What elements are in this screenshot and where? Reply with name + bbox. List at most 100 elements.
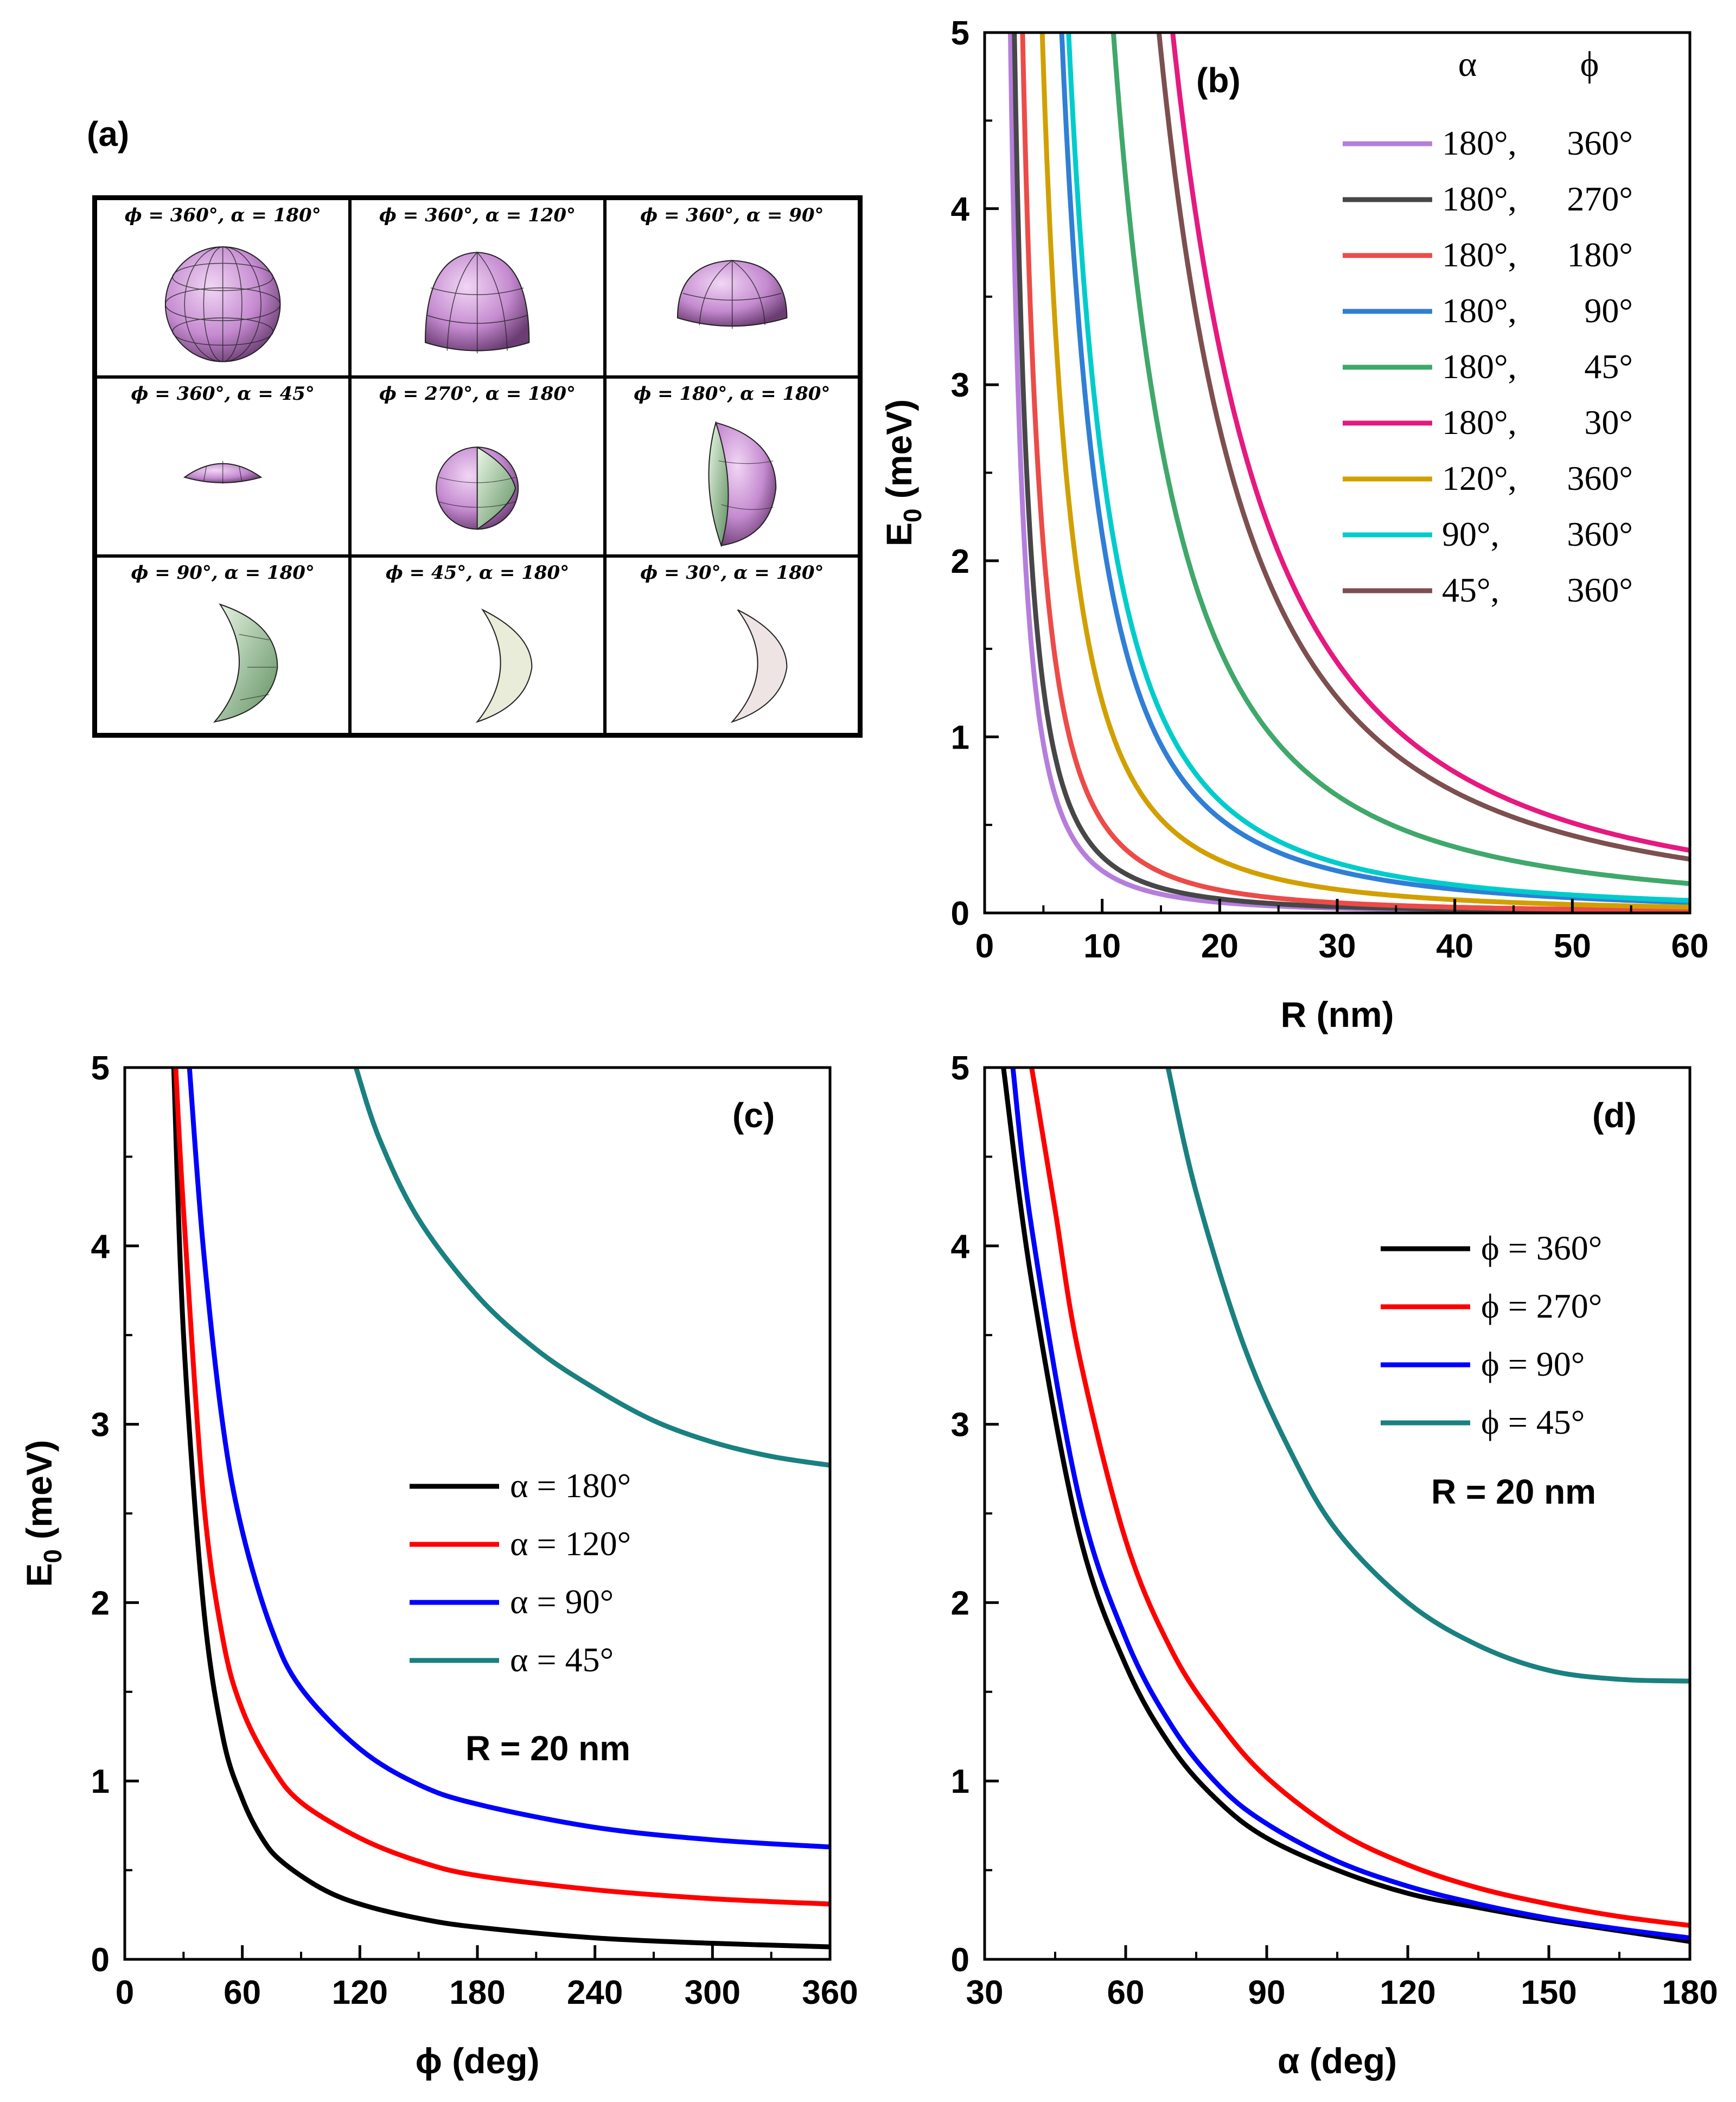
- legend-alpha-value: 180°,: [1442, 403, 1517, 442]
- y-axis-label: E0 (meV): [879, 399, 927, 546]
- radius-annotation: R = 20 nm: [1431, 1472, 1596, 1511]
- shape-cell-label: ϕ = 360°, α = 45°: [131, 383, 315, 405]
- y-axis-label-main: E: [19, 1563, 59, 1587]
- panel-label: (b): [1196, 61, 1241, 100]
- x-tick-label: 60: [1671, 928, 1709, 965]
- shape-cell-label: ϕ = 90°, α = 180°: [131, 561, 315, 584]
- y-tick-label: 5: [91, 1050, 110, 1087]
- series-line: [1039, 33, 1690, 910]
- y-tick-label: 2: [91, 1585, 110, 1622]
- shape-cell-label: ϕ = 360°, α = 180°: [124, 205, 321, 226]
- y-axis-label-unit: (meV): [879, 399, 919, 509]
- large-spherical-cap-icon: [425, 252, 530, 354]
- x-tick-label: 10: [1083, 928, 1121, 965]
- legend-alpha-value: 180°,: [1442, 291, 1517, 330]
- shape-cell-label: ϕ = 360°, α = 120°: [379, 205, 576, 226]
- hemisphere-icon: [676, 260, 788, 329]
- legend-phi-value: 90°: [1584, 291, 1633, 330]
- legend-entry-label: α = 90°: [510, 1582, 614, 1621]
- legend-phi-value: 360°: [1567, 459, 1633, 497]
- x-tick-label: 30: [966, 1974, 1004, 2011]
- legend-entry-label: ϕ = 360°: [1481, 1229, 1602, 1267]
- half-sphere-wedge-icon: [708, 420, 776, 548]
- series-line: [173, 1068, 830, 1907]
- shape-cell: ϕ = 30°, α = 180°: [604, 555, 859, 734]
- series-line: [1170, 33, 1690, 853]
- series-line: [1029, 1068, 1690, 1928]
- shape-cell: ϕ = 360°, α = 120°: [350, 199, 605, 378]
- shape-cell: ϕ = 45°, α = 180°: [350, 555, 605, 734]
- x-tick-label: 300: [685, 1974, 741, 2011]
- y-tick-label: 5: [951, 15, 969, 52]
- legend-phi-value: 360°: [1567, 124, 1633, 162]
- x-tick-label: 0: [975, 928, 994, 965]
- series-group: [171, 1068, 830, 1950]
- x-axis-label: α (deg): [1278, 2041, 1397, 2081]
- x-tick-label: 360: [802, 1974, 858, 2011]
- legend-phi-value: 30°: [1584, 403, 1633, 442]
- y-tick-label: 4: [951, 191, 970, 228]
- x-tick-label: 60: [1107, 1974, 1145, 2011]
- legend-entry-label: α = 180°: [510, 1466, 631, 1505]
- legend-alpha-value: 45°,: [1442, 571, 1499, 609]
- x-tick-label: 180: [449, 1974, 505, 2011]
- y-tick-label: 3: [91, 1407, 110, 1444]
- plot-frame: [983, 1066, 1692, 1961]
- thinnest-wedge-icon: [730, 609, 788, 723]
- y-tick-label: 1: [951, 1763, 969, 1800]
- y-tick-label: 0: [951, 895, 969, 932]
- series-line: [187, 1068, 830, 1850]
- three-quarter-sphere-icon: [436, 446, 519, 531]
- series-line: [1010, 1068, 1690, 1940]
- x-tick-label: 60: [224, 1974, 261, 2011]
- x-tick-label: 240: [567, 1974, 623, 2011]
- y-tick-label: 1: [951, 719, 969, 756]
- quarter-sphere-wedge-icon: [213, 603, 278, 723]
- panel-a-shape-grid: ϕ = 360°, α = 180° ϕ = 360°, α = 120° ϕ …: [92, 195, 863, 738]
- plot-frame: [123, 1066, 832, 1961]
- shape-cell-label: ϕ = 45°, α = 180°: [385, 561, 570, 584]
- y-tick-label: 4: [91, 1228, 110, 1266]
- legend-entry-label: ϕ = 270°: [1481, 1287, 1602, 1325]
- series-line: [171, 1068, 830, 1950]
- series-group: [1007, 33, 1690, 913]
- shape-cell: ϕ = 270°, α = 180°: [350, 377, 605, 556]
- shape-cell-label: ϕ = 360°, α = 90°: [640, 205, 824, 226]
- legend-phi-value: 270°: [1567, 180, 1633, 218]
- series-line: [1066, 33, 1690, 903]
- x-tick-label: 90: [1248, 1974, 1286, 2011]
- shape-cell-label: ϕ = 270°, α = 180°: [379, 383, 576, 405]
- legend-phi-value: 360°: [1567, 515, 1633, 553]
- panel-a-label: (a): [87, 114, 130, 154]
- legend-entry-label: ϕ = 90°: [1481, 1345, 1585, 1383]
- legend-header-alpha: α: [1458, 44, 1477, 84]
- x-tick-label: 120: [332, 1974, 388, 2011]
- legend-alpha-value: 180°,: [1442, 235, 1517, 274]
- shape-cell: ϕ = 360°, α = 45°: [95, 377, 350, 556]
- y-tick-label: 1: [91, 1763, 110, 1800]
- full-sphere-icon: [164, 246, 281, 362]
- x-tick-label: 0: [116, 1974, 134, 2011]
- shape-cell: ϕ = 360°, α = 90°: [604, 199, 859, 378]
- y-tick-label: 2: [951, 1585, 969, 1622]
- legend-alpha-value: 180°,: [1442, 180, 1517, 218]
- thin-wedge-icon: [476, 608, 533, 723]
- panel-label: (c): [732, 1096, 775, 1135]
- shape-cell: ϕ = 180°, α = 180°: [604, 377, 859, 556]
- x-tick-label: 20: [1201, 928, 1239, 965]
- legend-phi-value: 180°: [1567, 235, 1633, 274]
- y-axis-label-sub: 0: [39, 1549, 67, 1563]
- x-tick-label: 180: [1662, 1974, 1718, 2011]
- x-axis-label: ϕ (deg): [415, 2041, 539, 2081]
- panel-label: (d): [1592, 1096, 1637, 1135]
- y-tick-label: 2: [951, 543, 969, 580]
- y-tick-label: 0: [951, 1941, 969, 1979]
- legend-header-phi: ϕ: [1580, 44, 1599, 84]
- shape-cell: ϕ = 90°, α = 180°: [95, 555, 350, 734]
- series-line: [1020, 33, 1690, 913]
- radius-annotation: R = 20 nm: [465, 1729, 630, 1768]
- legend-alpha-value: 180°,: [1442, 347, 1517, 386]
- y-tick-label: 3: [951, 367, 969, 404]
- y-axis-label-main: E: [879, 522, 919, 546]
